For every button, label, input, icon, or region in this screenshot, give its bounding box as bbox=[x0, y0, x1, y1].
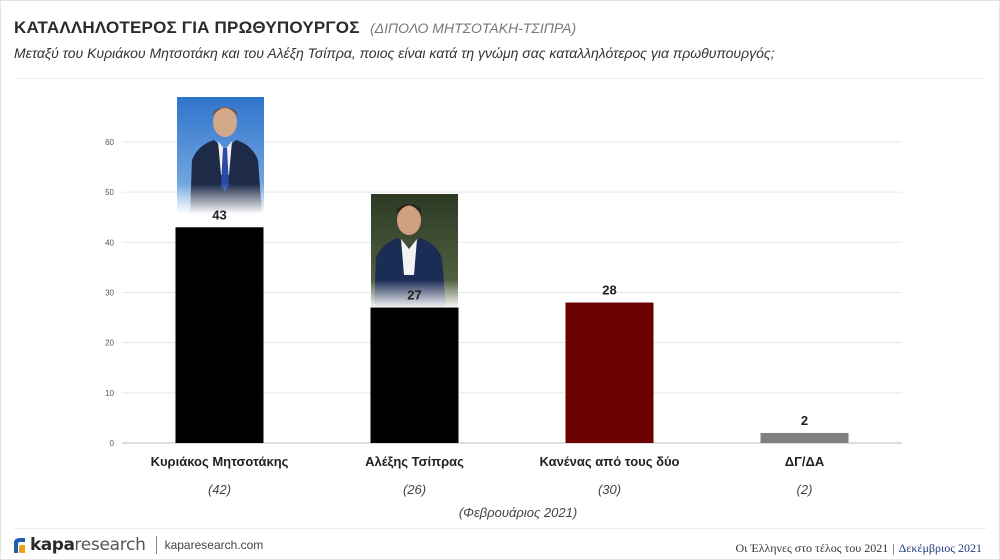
previous-wave-caption: (Φεβρουάριος 2021) bbox=[459, 505, 577, 520]
brand: kapa research kaparesearch.com bbox=[12, 535, 263, 555]
y-tick-label: 60 bbox=[105, 138, 114, 147]
brand-divider bbox=[155, 536, 157, 554]
footer-info: Οι Έλληνες στο τέλος του 2021 | Δεκέμβριος… bbox=[736, 541, 983, 556]
category-label: ΔΓ/ΔΑ bbox=[785, 454, 825, 469]
y-tick-label: 40 bbox=[105, 238, 114, 247]
chart-title: ΚΑΤΑΛΛΗΛΟΤΕΡΟΣ ΓΙΑ ΠΡΩΘΥΠΟΥΡΓΟΣ bbox=[14, 18, 360, 37]
bar bbox=[175, 227, 264, 443]
data-label: 27 bbox=[407, 288, 421, 303]
bar bbox=[565, 302, 654, 443]
previous-wave-labels: (42) (26) (30) (2) bbox=[208, 482, 813, 497]
y-axis-ticks: 0 10 20 30 40 50 60 bbox=[105, 138, 114, 448]
y-tick-label: 50 bbox=[105, 188, 114, 197]
bar bbox=[370, 307, 459, 443]
brand-name-bold: kapa bbox=[30, 535, 75, 555]
category-label: Αλέξης Τσίπρας bbox=[365, 454, 464, 469]
y-tick-label: 0 bbox=[110, 439, 115, 448]
value-labels: 43 27 28 2 bbox=[212, 207, 808, 428]
bar bbox=[760, 432, 849, 443]
bar-chart: 0 10 20 30 40 50 60 43 27 28 2 Κυριάκος Μητσοτάκη… bbox=[105, 97, 902, 520]
previous-value-label: (2) bbox=[797, 482, 813, 497]
portrait-mitsotakis bbox=[177, 97, 264, 214]
previous-value-label: (42) bbox=[208, 482, 231, 497]
y-tick-label: 20 bbox=[105, 339, 114, 348]
footer-divider bbox=[14, 528, 986, 529]
category-labels: Κυριάκος Μητσοτάκης Αλέξης Τσίπρας Κανένας… bbox=[151, 454, 825, 469]
survey-name: Οι Έλληνες στο τέλος του 2021 bbox=[735, 541, 889, 555]
brand-name-light: research bbox=[74, 535, 146, 555]
y-tick-label: 30 bbox=[105, 289, 114, 298]
footer-separator: | bbox=[892, 541, 895, 555]
title-row: ΚΑΤΑΛΛΗΛΟΤΕΡΟΣ ΓΙΑ ΠΡΩΘΥΠΟΥΡΓΟΣ (ΔΙΠΟΛΟ … bbox=[14, 18, 576, 38]
category-label: Κανένας από τους δύο bbox=[540, 454, 680, 469]
portrait-tsipras bbox=[371, 194, 458, 309]
kapa-logo-icon bbox=[14, 537, 25, 553]
previous-value-label: (30) bbox=[598, 482, 621, 497]
survey-date: Δεκέμβριος 2021 bbox=[898, 541, 982, 555]
data-label: 43 bbox=[212, 207, 226, 222]
brand-url[interactable]: kaparesearch.com bbox=[164, 538, 264, 552]
data-label: 2 bbox=[801, 413, 808, 428]
y-tick-label: 10 bbox=[105, 389, 114, 398]
category-label: Κυριάκος Μητσοτάκης bbox=[151, 454, 289, 469]
data-label: 28 bbox=[602, 283, 616, 298]
header-divider bbox=[14, 78, 986, 79]
chart-title-note: (ΔΙΠΟΛΟ ΜΗΤΣΟΤΑΚΗ-ΤΣΙΠΡΑ) bbox=[370, 20, 577, 36]
previous-value-label: (26) bbox=[403, 482, 426, 497]
bars bbox=[175, 227, 849, 443]
chart-subtitle: Μεταξύ του Κυριάκου Μητσοτάκη και του Αλ… bbox=[14, 45, 775, 61]
